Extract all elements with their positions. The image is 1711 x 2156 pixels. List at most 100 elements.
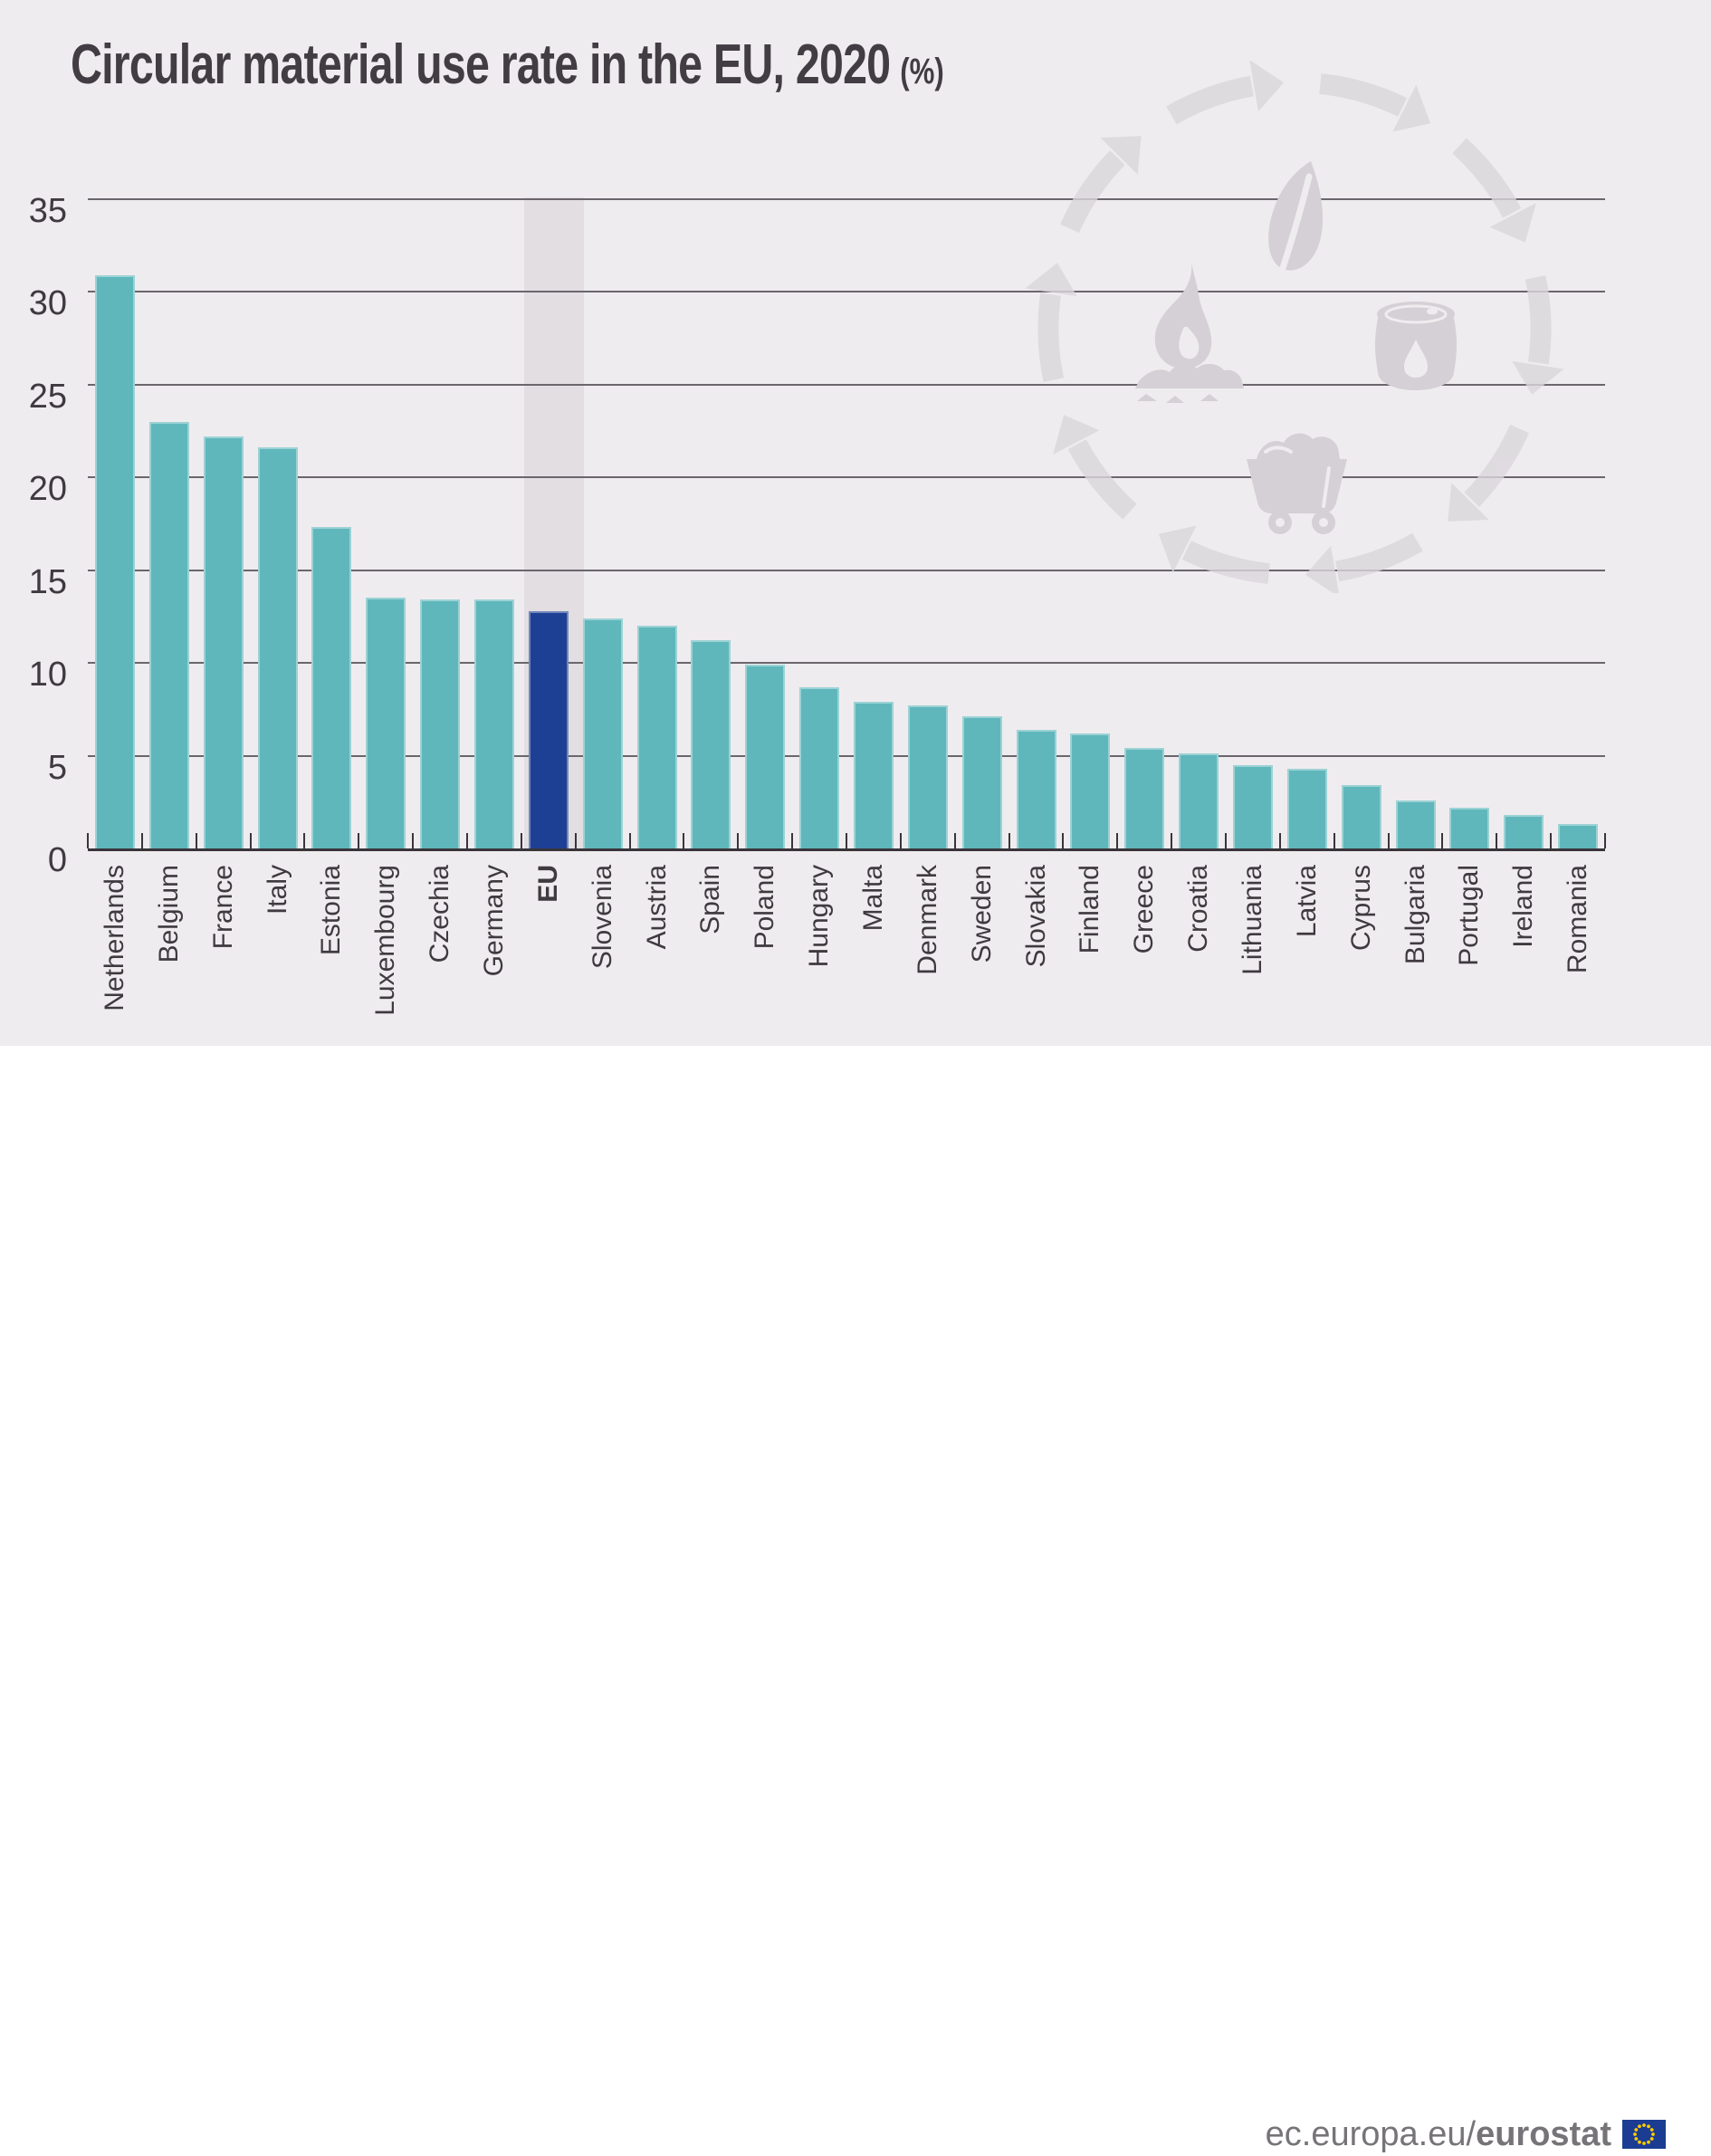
bar-malta <box>853 702 894 848</box>
axis-tick <box>1171 833 1173 848</box>
footer-strip: ec.europa.eu/eurostat <box>0 1046 1711 2153</box>
axis-tick <box>303 833 306 848</box>
x-tick-label-croatia: Croatia <box>1183 865 1214 953</box>
x-tick-label-slovenia: Slovenia <box>587 865 617 970</box>
x-label-cell: Luxembourg <box>358 865 413 1046</box>
bar-cyprus <box>1341 785 1381 848</box>
axis-tick <box>1278 833 1281 848</box>
x-label-cell: Cyprus <box>1334 865 1389 1046</box>
x-tick-label-cyprus: Cyprus <box>1345 865 1376 952</box>
gridline-25 <box>88 383 1605 386</box>
x-tick-label-belgium: Belgium <box>153 865 184 963</box>
bar-cell-germany <box>467 154 521 848</box>
y-tick-label-15: 15 <box>28 562 67 601</box>
bar-estonia <box>311 527 352 848</box>
bar-cell-latvia <box>1280 154 1334 848</box>
x-tick-label-bulgaria: Bulgaria <box>1400 865 1430 965</box>
axis-tick <box>1008 833 1010 848</box>
x-label-cell: Czechia <box>413 865 467 1046</box>
x-tick-label-slovakia: Slovakia <box>1020 865 1051 968</box>
axis-tick <box>574 833 577 848</box>
mine-cart-icon <box>1247 433 1347 534</box>
bar-cell-lithuania <box>1226 154 1280 848</box>
bar-cell-eu <box>521 154 576 848</box>
axis-tick <box>140 833 143 848</box>
x-label-cell: Portugal <box>1442 865 1496 1046</box>
bar-cell-spain <box>683 154 738 848</box>
bar-cell-poland <box>738 154 792 848</box>
eurostat-url: ec.europa.eu/eurostat <box>1266 2115 1611 2154</box>
bar-cell-estonia <box>304 154 358 848</box>
x-tick-label-romania: Romania <box>1563 865 1593 974</box>
axis-tick <box>249 833 252 848</box>
axis-tick <box>1333 833 1335 848</box>
circular-economy-watermark <box>1025 60 1564 593</box>
x-label-cell: Greece <box>1117 865 1171 1046</box>
axis-tick <box>87 833 89 848</box>
x-tick-label-france: France <box>207 865 238 950</box>
bar-czechia <box>420 599 461 848</box>
bar-hungary <box>799 686 840 848</box>
y-tick-label-10: 10 <box>28 656 67 694</box>
bar-cell-cyprus <box>1334 154 1389 848</box>
x-label-cell: Austria <box>630 865 684 1046</box>
bar-cell-greece <box>1117 154 1171 848</box>
chart-title: Circular material use rate in the EU, 20… <box>71 34 891 96</box>
axis-tick <box>195 833 197 848</box>
x-tick-label-malta: Malta <box>857 865 888 932</box>
bar-greece <box>1124 748 1165 848</box>
x-tick-label-greece: Greece <box>1129 865 1160 954</box>
bar-cell-bulgaria <box>1389 154 1443 848</box>
axis-tick <box>953 833 956 848</box>
axis-tick <box>1062 833 1065 848</box>
bar-latvia <box>1286 768 1327 848</box>
bar-cell-romania <box>1551 154 1605 848</box>
axis-tick <box>791 833 794 848</box>
x-tick-label-latvia: Latvia <box>1291 865 1322 938</box>
axis-tick <box>1225 833 1227 848</box>
bar-poland <box>745 665 786 848</box>
x-label-cell: Estonia <box>304 865 358 1046</box>
axis-tick <box>1116 833 1119 848</box>
axis-tick <box>1550 833 1553 848</box>
x-tick-label-germany: Germany <box>478 865 509 977</box>
bar-italy <box>257 447 298 848</box>
axis-tick <box>412 833 415 848</box>
bar-finland <box>1070 733 1111 848</box>
x-label-cell: Spain <box>683 865 738 1046</box>
x-tick-label-italy: Italy <box>262 865 292 915</box>
bar-cell-belgium <box>142 154 196 848</box>
axis-tick <box>1441 833 1444 848</box>
bars <box>88 154 1605 848</box>
x-label-cell: Finland <box>1063 865 1117 1046</box>
plot-area <box>87 154 1606 851</box>
x-label-cell: Ireland <box>1496 865 1551 1046</box>
y-tick-label-20: 20 <box>28 470 67 508</box>
bar-cell-sweden <box>955 154 1009 848</box>
bar-cell-slovakia <box>1009 154 1064 848</box>
oil-barrel-icon <box>1375 302 1457 390</box>
bar-germany <box>473 599 514 848</box>
bar-cell-hungary <box>792 154 846 848</box>
bar-cell-france <box>196 154 251 848</box>
gridline-5 <box>88 754 1605 757</box>
bar-cell-malta <box>846 154 901 848</box>
y-tick-label-25: 25 <box>28 377 67 416</box>
bar-slovenia <box>582 618 623 848</box>
axis-tick <box>737 833 740 848</box>
bar-cell-ireland <box>1496 154 1551 848</box>
gridline-30 <box>88 291 1605 292</box>
eurostat-branding: ec.europa.eu/eurostat <box>1266 2113 1666 2156</box>
x-label-cell: EU <box>521 865 576 1046</box>
x-label-cell: Romania <box>1551 865 1605 1046</box>
x-tick-label-czechia: Czechia <box>425 865 455 963</box>
bar-lithuania <box>1232 764 1273 848</box>
x-tick-label-ireland: Ireland <box>1508 865 1539 948</box>
x-tick-label-spain: Spain <box>695 865 726 934</box>
x-label-cell: Lithuania <box>1226 865 1280 1046</box>
x-tick-label-austria: Austria <box>641 865 672 950</box>
x-label-cell: Sweden <box>955 865 1009 1046</box>
bar-cell-italy <box>251 154 305 848</box>
x-label-cell: Italy <box>251 865 305 1046</box>
x-tick-label-estonia: Estonia <box>316 865 347 956</box>
